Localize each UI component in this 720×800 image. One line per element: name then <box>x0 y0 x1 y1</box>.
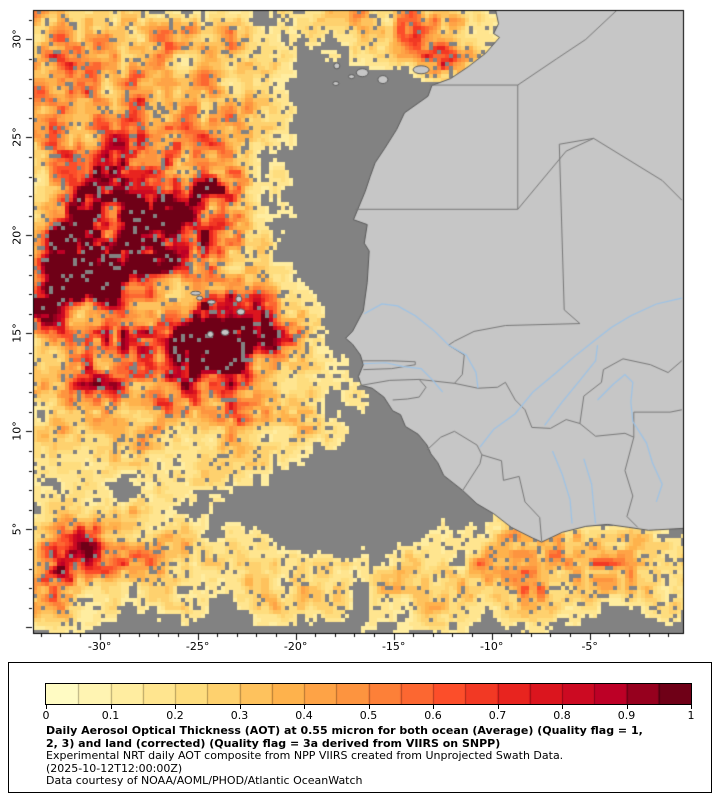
lon-tick-label: -30° <box>87 640 112 653</box>
caption-line: Experimental NRT daily AOT composite fro… <box>46 749 564 762</box>
colorbar-tick <box>110 705 112 709</box>
colorbar-tick <box>46 705 47 709</box>
lon-tick-label: -10° <box>479 640 504 653</box>
colorbar-tick <box>562 705 563 709</box>
colorbar-tick-label: 0.3 <box>230 709 249 722</box>
colorbar-tick-label: 0.8 <box>553 709 571 722</box>
colorbar-tick-label: 0.9 <box>617 709 636 722</box>
colorbar-tick <box>433 705 434 709</box>
colorbar-tick-label: 0.7 <box>488 709 507 722</box>
colorbar-tick-label: 0.6 <box>424 709 442 722</box>
lat-tick-label: 5° <box>10 523 24 536</box>
caption-line: 2, 3) and land (corrected) (Quality flag… <box>46 736 501 750</box>
colorbar-tick <box>239 705 241 709</box>
colorbar-tick <box>497 705 499 709</box>
colorbar-tick <box>175 705 176 709</box>
caption-line: Daily Aerosol Optical Thickness (AOT) at… <box>46 724 643 737</box>
colorbar-gradient <box>45 683 692 705</box>
lat-tick-label: 20° <box>10 225 24 246</box>
colorbar-tick-label: 0.2 <box>166 709 184 722</box>
lat-tick-label: 25° <box>10 127 24 148</box>
caption-line: Data courtesy of NOAA/AOML/PHOD/Atlantic… <box>46 774 363 787</box>
aot-map-canvas <box>0 0 720 660</box>
lon-tick-label: -20° <box>283 640 308 653</box>
lat-tick-label: 15° <box>10 323 24 344</box>
colorbar-tick-label: 0.4 <box>295 709 313 722</box>
colorbar-tick-label: 0.1 <box>101 709 120 722</box>
colorbar-tick <box>368 705 370 709</box>
caption: Daily Aerosol Optical Thickness (AOT) at… <box>46 724 643 788</box>
colorbar-tick-label: 1 <box>687 709 695 722</box>
colorbar-tick <box>691 705 692 709</box>
colorbar-tick-label: 0 <box>42 709 50 722</box>
lon-tick-label: -5° <box>581 640 598 653</box>
colorbar-panel: 0 0.1 0.2 0.3 0.4 0.5 0.6 0.7 0.8 0.9 1 Daily Aero… <box>8 662 712 793</box>
colorbar-tick <box>626 705 628 709</box>
lat-tick-label: 10° <box>10 421 24 442</box>
lon-tick-label: -15° <box>381 640 406 653</box>
caption-line: (2025-10-12T12:00:00Z) <box>46 761 183 775</box>
lon-tick-label: -25° <box>185 640 210 653</box>
lat-tick-label: 30° <box>10 29 24 50</box>
colorbar-tick <box>304 705 305 709</box>
colorbar-tick-label: 0.5 <box>359 709 378 722</box>
